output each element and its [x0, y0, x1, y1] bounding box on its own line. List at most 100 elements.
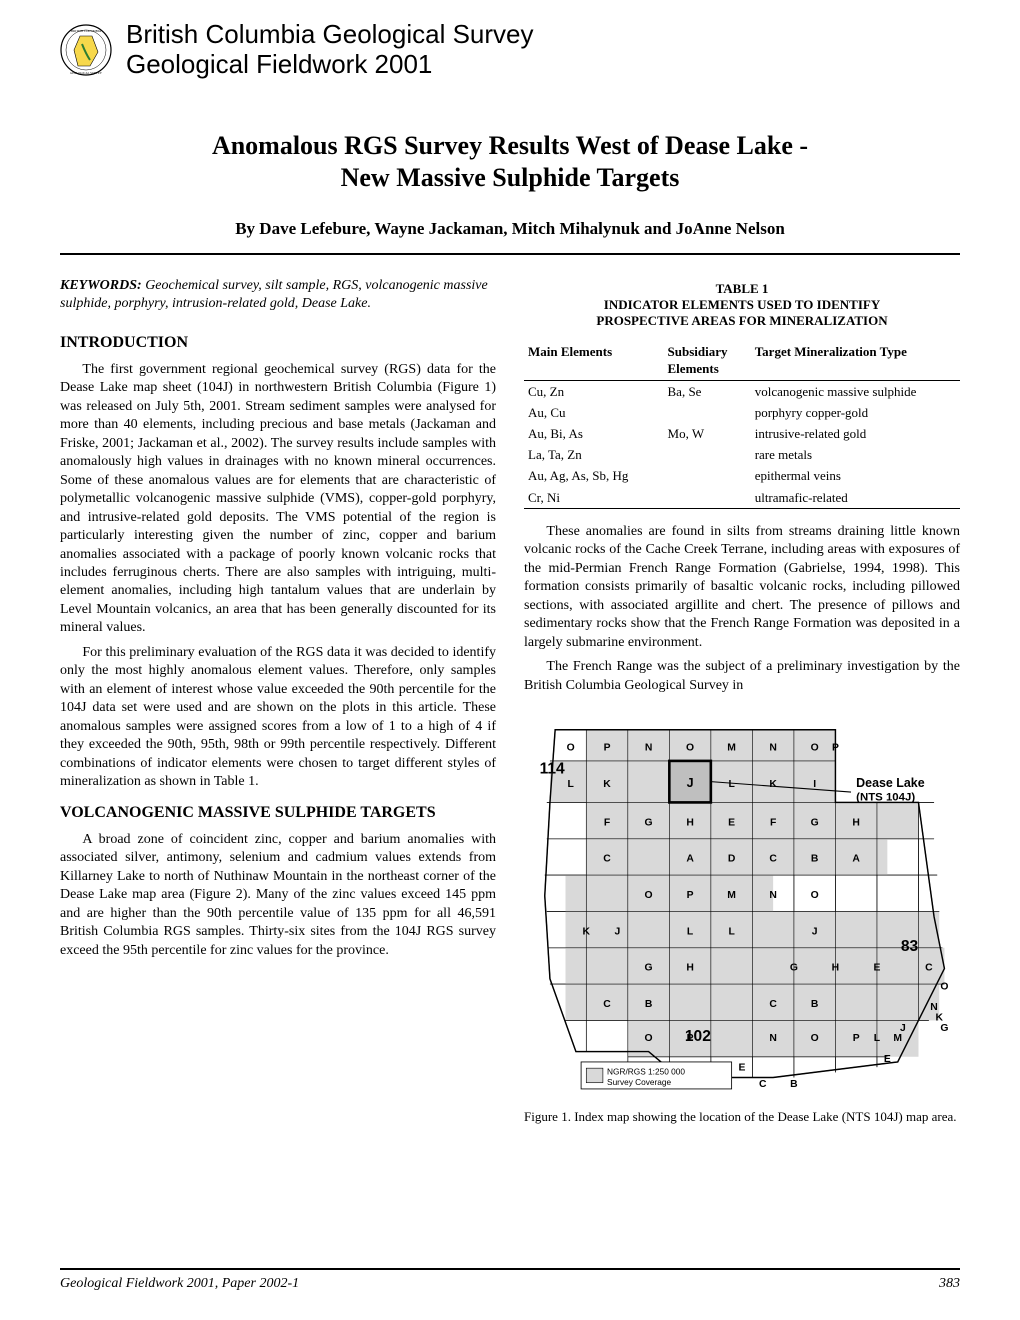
svg-text:E: E: [884, 1054, 891, 1065]
svg-text:O: O: [811, 743, 819, 754]
table-row: Cu, Zn Ba, Se volcanogenic massive sulph…: [524, 380, 960, 402]
table-col-2: Target Mineralization Type: [751, 340, 960, 381]
svg-text:N: N: [645, 743, 653, 754]
table-1-title-line3: PROSPECTIVE AREAS FOR MINERALIZATION: [596, 313, 887, 328]
authors: By Dave Lefebure, Wayne Jackaman, Mitch …: [60, 219, 960, 239]
introduction-heading: INTRODUCTION: [60, 332, 496, 353]
svg-text:O: O: [811, 1033, 819, 1044]
svg-text:O: O: [645, 890, 653, 901]
svg-text:F: F: [770, 817, 776, 828]
svg-text:O: O: [686, 743, 694, 754]
svg-text:J: J: [812, 926, 818, 937]
right-para-2: The French Range was the subject of a pr…: [524, 658, 960, 695]
svg-text:P: P: [604, 743, 611, 754]
table-1: TABLE 1 INDICATOR ELEMENTS USED TO IDENT…: [524, 281, 960, 509]
svg-text:J: J: [687, 776, 694, 790]
svg-text:B: B: [645, 999, 653, 1010]
svg-text:F: F: [604, 817, 610, 828]
svg-text:G: G: [940, 1023, 948, 1034]
callout-line2: (NTS 104J): [856, 791, 915, 803]
svg-text:M: M: [893, 1033, 902, 1044]
two-column-body: KEYWORDS: Geochemical survey, silt sampl…: [60, 277, 960, 1126]
footer-right: 383: [939, 1276, 960, 1292]
svg-text:H: H: [686, 817, 694, 828]
header-text: British Columbia Geological Survey Geolo…: [126, 20, 534, 80]
svg-text:O: O: [645, 1033, 653, 1044]
svg-text:N: N: [930, 1002, 938, 1013]
svg-text:P: P: [687, 890, 694, 901]
svg-text:K: K: [583, 926, 591, 937]
svg-text:M: M: [727, 890, 736, 901]
svg-text:I: I: [813, 779, 816, 790]
svg-text:O: O: [811, 890, 819, 901]
header-line1: British Columbia Geological Survey: [126, 20, 534, 50]
svg-text:E: E: [873, 963, 880, 974]
svg-text:BRITISH COLUMBIA: BRITISH COLUMBIA: [71, 29, 102, 33]
svg-text:L: L: [687, 926, 694, 937]
title-line1: Anomalous RGS Survey Results West of Dea…: [212, 131, 808, 160]
svg-text:C: C: [925, 963, 933, 974]
svg-text:L: L: [568, 779, 575, 790]
intro-para-1: The first government regional geochemica…: [60, 361, 496, 638]
svg-text:G: G: [790, 963, 798, 974]
svg-text:G: G: [645, 963, 653, 974]
intro-para-2: For this preliminary evaluation of the R…: [60, 644, 496, 792]
footer-rule: [60, 1268, 960, 1270]
svg-text:E: E: [739, 1062, 746, 1073]
svg-text:H: H: [852, 817, 860, 828]
article-title: Anomalous RGS Survey Results West of Dea…: [60, 130, 960, 195]
index-map: OPNOMNOP LKJLKI FGHEFGH CADCBA OPMNO KJL…: [524, 709, 960, 1103]
vms-para-1: A broad zone of coincident zinc, copper …: [60, 831, 496, 960]
svg-text:O: O: [567, 743, 575, 754]
map-label-102: 102: [685, 1028, 711, 1045]
svg-text:G: G: [645, 817, 653, 828]
svg-text:G: G: [811, 817, 819, 828]
table-1-data: Main Elements Subsidiary Elements Target…: [524, 340, 960, 509]
callout-line1: Dease Lake: [856, 776, 925, 790]
svg-text:K: K: [769, 779, 777, 790]
svg-text:L: L: [728, 779, 735, 790]
page-footer: Geological Fieldwork 2001, Paper 2002-1 …: [60, 1268, 960, 1292]
title-line2: New Massive Sulphide Targets: [341, 163, 680, 192]
svg-text:M: M: [727, 743, 736, 754]
svg-text:A: A: [852, 854, 860, 865]
table-row: La, Ta, Zn rare metals: [524, 444, 960, 465]
svg-text:P: P: [853, 1033, 860, 1044]
svg-text:J: J: [900, 1023, 906, 1034]
keywords: KEYWORDS: Geochemical survey, silt sampl…: [60, 277, 496, 314]
svg-text:N: N: [769, 1033, 777, 1044]
svg-text:B: B: [811, 999, 819, 1010]
svg-text:H: H: [686, 963, 694, 974]
svg-text:L: L: [728, 926, 735, 937]
svg-text:D: D: [728, 854, 736, 865]
table-row: Au, Cu porphyry copper-gold: [524, 402, 960, 423]
vms-heading: VOLCANOGENIC MASSIVE SULPHIDE TARGETS: [60, 802, 496, 823]
svg-text:B: B: [811, 854, 819, 865]
table-col-1: Subsidiary Elements: [664, 340, 751, 381]
right-para-1: These anomalies are found in silts from …: [524, 523, 960, 652]
table-1-title-line2: INDICATOR ELEMENTS USED TO IDENTIFY: [604, 297, 880, 312]
table-row: Au, Bi, As Mo, W intrusive-related gold: [524, 423, 960, 444]
footer-left: Geological Fieldwork 2001, Paper 2002-1: [60, 1276, 299, 1292]
bcgs-logo: BRITISH COLUMBIA GEOLOGICAL SURVEY: [60, 24, 112, 76]
svg-text:J: J: [615, 926, 621, 937]
map-label-114: 114: [540, 760, 565, 777]
svg-text:C: C: [603, 854, 611, 865]
svg-text:N: N: [769, 743, 777, 754]
table-1-title-line1: TABLE 1: [716, 281, 769, 296]
figure-1: OPNOMNOP LKJLKI FGHEFGH CADCBA OPMNO KJL…: [524, 709, 960, 1126]
svg-text:C: C: [759, 1079, 767, 1090]
legend-text-2: Survey Coverage: [607, 1077, 671, 1087]
svg-text:E: E: [728, 817, 735, 828]
svg-text:N: N: [769, 890, 777, 901]
svg-text:B: B: [790, 1079, 798, 1090]
table-row: Au, Ag, As, Sb, Hg epithermal veins: [524, 465, 960, 486]
svg-text:C: C: [769, 999, 777, 1010]
legend-text-1: NGR/RGS 1:250 000: [607, 1066, 685, 1076]
table-col-0: Main Elements: [524, 340, 664, 381]
svg-text:P: P: [832, 743, 839, 754]
map-label-83: 83: [901, 938, 919, 955]
svg-text:H: H: [832, 963, 840, 974]
svg-text:K: K: [935, 1012, 943, 1023]
svg-text:L: L: [874, 1033, 881, 1044]
